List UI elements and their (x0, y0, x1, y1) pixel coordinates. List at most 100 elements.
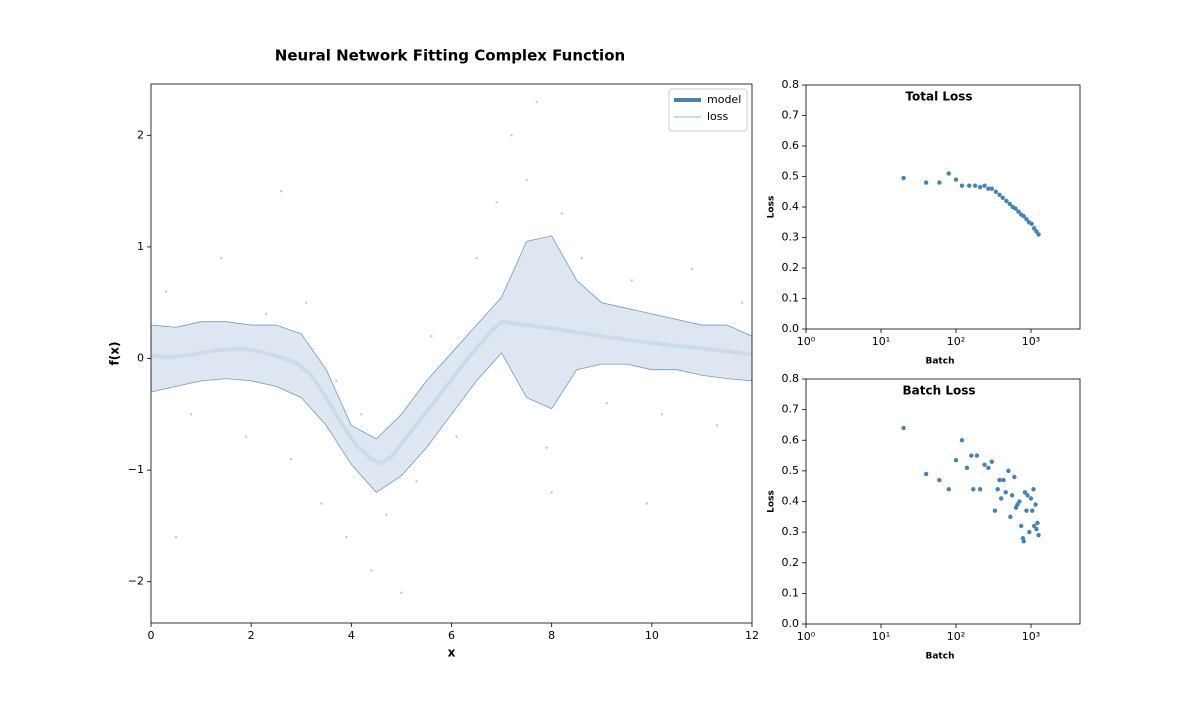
point (1031, 523, 1037, 529)
noise-point (290, 457, 293, 461)
point (1036, 532, 1041, 538)
y-tick-label: 0.8 (782, 78, 800, 91)
y-tick-label: 0.1 (782, 292, 800, 305)
point (986, 186, 991, 191)
noise-point (320, 502, 323, 505)
y-tick-label: 0.0 (782, 322, 800, 335)
noise-point (280, 189, 283, 193)
noise-point (630, 279, 633, 282)
point (971, 487, 976, 492)
point (1003, 490, 1008, 495)
band-fill (151, 235, 752, 493)
x-tick-label: 10³ (1022, 630, 1040, 643)
y-tick-label: −2 (128, 575, 144, 588)
point (1008, 514, 1013, 520)
noise-point (244, 435, 248, 438)
point (1036, 232, 1041, 237)
noise-point (690, 268, 694, 271)
band-edge (151, 352, 752, 493)
noise-point (385, 513, 388, 516)
point (937, 477, 942, 483)
point (1021, 213, 1026, 219)
point (1033, 502, 1038, 507)
point (1012, 474, 1017, 480)
y-axis-label: Loss (767, 490, 777, 513)
point (982, 462, 987, 467)
x-tick-label: 10 (645, 629, 659, 642)
y-tick-label: 0.6 (782, 433, 800, 446)
noise-point (645, 502, 649, 505)
noise-point (475, 256, 478, 260)
y-tick-label: 0.3 (782, 231, 800, 244)
point (1022, 490, 1028, 495)
x-tick-label: 10² (947, 630, 965, 643)
noise-point (535, 100, 538, 104)
y-tick-label: 0 (137, 352, 144, 365)
chart-title: Neural Network Fitting Complex Function (275, 47, 625, 65)
y-tick-label: 0.2 (782, 261, 800, 274)
y-tick-label: 1 (137, 240, 144, 253)
x-tick-label: 8 (548, 629, 555, 642)
x-tick-label: 10¹ (872, 630, 890, 643)
y-axis-label: Loss (767, 196, 777, 219)
x-tick-label: 6 (448, 629, 455, 642)
noise-point (370, 569, 373, 572)
point (998, 496, 1004, 501)
x-tick-label: 10¹ (872, 335, 890, 348)
point (993, 189, 999, 194)
x-axis-label: Batch (926, 357, 955, 367)
noise-point (189, 413, 193, 416)
point (989, 186, 994, 191)
noise-point (305, 301, 308, 304)
point (997, 477, 1002, 483)
noise-point (495, 201, 498, 204)
point (1000, 195, 1005, 201)
noise-point (660, 413, 664, 416)
y-tick-label: 0.1 (782, 586, 800, 599)
legend-label: model (707, 93, 741, 106)
noise-point (415, 480, 418, 483)
y-tick-label: 0.7 (782, 109, 800, 122)
point (946, 171, 951, 176)
x-axis-label: x (448, 646, 456, 660)
point (923, 180, 929, 185)
point (986, 465, 991, 471)
point (989, 459, 994, 464)
point (992, 508, 998, 513)
noise-point (715, 424, 719, 427)
axes-frame (805, 378, 1081, 625)
noise-point (335, 379, 338, 383)
noise-point (219, 256, 223, 260)
point (972, 183, 978, 188)
y-tick-label: 0.8 (782, 372, 800, 385)
point (1024, 508, 1029, 513)
x-tick-label: 4 (348, 629, 355, 642)
y-axis-label: f(x) (108, 342, 122, 366)
point (901, 425, 906, 431)
point (977, 184, 983, 190)
noise-point (174, 535, 178, 539)
noise-point (430, 335, 433, 338)
point (969, 453, 974, 458)
point (1018, 523, 1024, 529)
point (1006, 468, 1011, 474)
point (901, 175, 906, 181)
point (1007, 201, 1012, 207)
point (923, 471, 929, 477)
noise-point (740, 301, 744, 304)
axes-frame (805, 84, 1081, 330)
y-tick-label: 0.4 (782, 495, 800, 508)
x-tick-label: 0 (148, 629, 155, 642)
point (1029, 221, 1034, 226)
x-tick-label: 10³ (1022, 335, 1040, 348)
point (1017, 499, 1022, 504)
x-tick-label: 10² (947, 335, 965, 348)
y-tick-label: 0.3 (782, 525, 800, 538)
plot-area (901, 171, 1041, 237)
point (1009, 493, 1015, 498)
noise-point (400, 591, 403, 595)
point (953, 457, 959, 463)
y-tick-label: 0.0 (782, 617, 800, 630)
y-tick-label: 0.4 (782, 200, 800, 213)
